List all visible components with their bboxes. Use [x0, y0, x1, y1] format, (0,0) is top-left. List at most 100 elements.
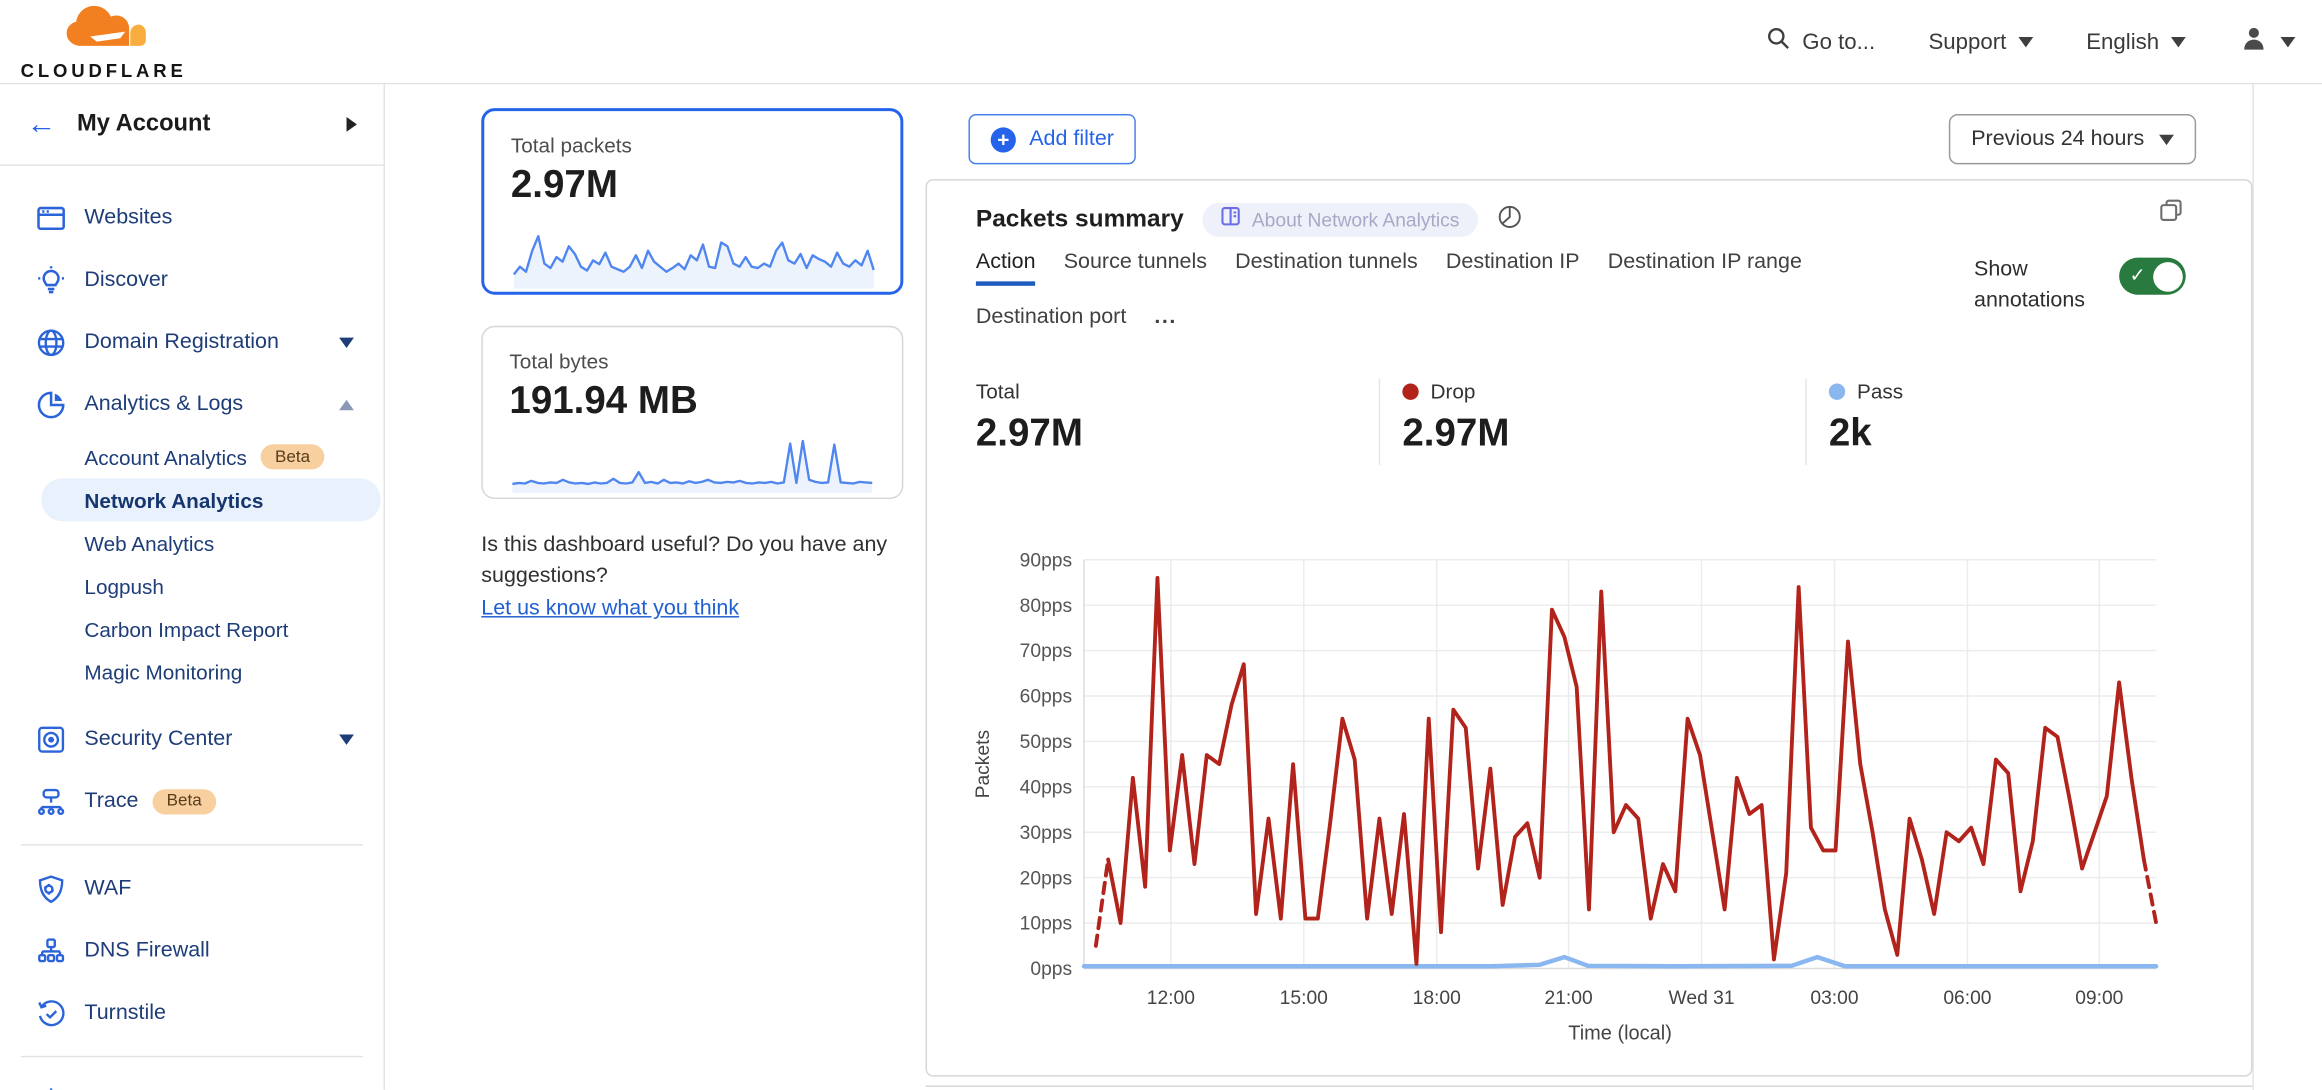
svg-text:09:00: 09:00	[2075, 988, 2123, 1009]
packets-summary-panel: Packets summary About Network Analytics	[925, 179, 2253, 1077]
support-label: Support	[1928, 28, 2007, 55]
feedback-link[interactable]: Let us know what you think	[481, 596, 740, 621]
sidebar-subitem-network-analytics[interactable]: Network Analytics	[0, 478, 384, 522]
svg-text:12:00: 12:00	[1147, 988, 1195, 1009]
check-icon: ✓	[2129, 263, 2146, 286]
chevron-up-icon	[339, 399, 354, 410]
sidebar-item-websites[interactable]: Websites	[0, 187, 384, 249]
tab-destination-tunnels[interactable]: Destination tunnels	[1235, 250, 1418, 274]
metric-value: 191.94 MB	[509, 377, 698, 423]
stat-drop: Drop 2.97M	[1402, 379, 1510, 455]
sidebar-item-label: Websites	[84, 205, 173, 230]
metric-label: Total packets	[510, 133, 632, 157]
total-packets-card[interactable]: Total packets 2.97M	[481, 108, 904, 295]
selected-pill	[41, 478, 381, 522]
support-menu[interactable]: Support	[1928, 28, 2033, 55]
language-menu[interactable]: English	[2086, 29, 2186, 54]
chevron-down-icon	[2170, 36, 2186, 47]
account-title: My Account	[77, 111, 211, 137]
toolbar: + Add filter Previous 24 hours	[926, 114, 2253, 165]
sidebar-item-label: Turnstile	[84, 1001, 166, 1025]
sidebar-item-label: WAF	[84, 876, 132, 901]
sidebar-item-turnstile[interactable]: Turnstile	[0, 982, 384, 1044]
metric-value: 2.97M	[510, 161, 618, 206]
sidebar-item-domain-registration[interactable]: Domain Registration	[0, 311, 384, 373]
divider	[1378, 379, 1381, 465]
panel-title: Packets summary	[975, 205, 1184, 233]
starburst-icon	[36, 1085, 67, 1090]
tab-action[interactable]: Action	[975, 250, 1037, 286]
annotations-toggle[interactable]: ✓	[2119, 257, 2186, 295]
svg-text:Time (local): Time (local)	[1568, 1023, 1672, 1045]
about-network-analytics-badge[interactable]: About Network Analytics	[1202, 202, 1478, 237]
divider	[20, 1055, 363, 1058]
sidebar-item-partial[interactable]	[0, 1069, 384, 1090]
metric-label: Total bytes	[509, 349, 609, 374]
sidebar-item-security-center[interactable]: Security Center	[0, 708, 384, 770]
go-to-search[interactable]: Go to...	[1767, 27, 1875, 57]
dns-tree-icon	[36, 935, 67, 966]
browser-window-icon	[36, 202, 67, 233]
feedback-block: Is this dashboard useful? Do you have an…	[481, 530, 910, 625]
tab-destination-ip[interactable]: Destination IP	[1445, 250, 1580, 274]
svg-text:0pps: 0pps	[1030, 959, 1072, 980]
time-range-dropdown[interactable]: Previous 24 hours	[1949, 114, 2197, 165]
svg-text:30pps: 30pps	[1020, 823, 1072, 844]
sidebar-item-label: Analytics & Logs	[84, 392, 244, 417]
tab-source-tunnels[interactable]: Source tunnels	[1063, 250, 1207, 274]
brand-name: CLOUDFLARE	[20, 60, 187, 82]
cloudflare-cloud-icon	[61, 1, 147, 59]
panel-header: Packets summary About Network Analytics	[975, 202, 1522, 237]
sidebar: ← My Account Websites	[0, 84, 386, 1090]
chevron-down-icon	[2159, 134, 2174, 145]
sidebar-item-analytics-logs[interactable]: Analytics & Logs	[0, 373, 384, 435]
total-bytes-card[interactable]: Total bytes 191.94 MB	[481, 325, 904, 500]
pie-preview-icon[interactable]	[1496, 204, 1521, 237]
user-icon	[2239, 24, 2269, 60]
chevron-right-icon[interactable]	[346, 116, 357, 132]
tab-destination-ip-range[interactable]: Destination IP range	[1607, 250, 1802, 274]
sidebar-subitem-magic-monitoring[interactable]: Magic Monitoring	[84, 659, 243, 684]
account-row: ← My Account	[0, 84, 384, 164]
svg-text:06:00: 06:00	[1943, 988, 1991, 1009]
stat-total: Total 2.97M	[975, 379, 1083, 455]
plus-circle-icon: +	[990, 126, 1016, 152]
svg-text:70pps: 70pps	[1020, 641, 1072, 662]
show-annotations-label: Show annotations	[1973, 257, 2086, 313]
duplicate-icon[interactable]	[2159, 198, 2183, 229]
pass-legend-dot	[1828, 382, 1846, 400]
svg-text:20pps: 20pps	[1020, 868, 1072, 889]
panel-tabs: Action Source tunnels Destination tunnel…	[975, 250, 1953, 340]
sidebar-item-discover[interactable]: Discover	[0, 249, 384, 311]
sidebar-item-waf[interactable]: WAF	[0, 857, 384, 919]
back-arrow-icon[interactable]: ←	[26, 107, 57, 140]
total-packets-sparkline	[512, 235, 875, 289]
sidebar-item-trace[interactable]: Trace Beta	[0, 770, 384, 832]
add-filter-button[interactable]: + Add filter	[968, 114, 1137, 165]
account-menu[interactable]	[2239, 24, 2296, 60]
svg-text:10pps: 10pps	[1020, 914, 1072, 935]
content-right-border	[2252, 84, 2254, 1090]
main-content: + Add filter Previous 24 hours Packets s…	[925, 84, 2322, 1090]
rotate-check-icon	[36, 997, 67, 1028]
trace-icon	[36, 786, 67, 817]
vault-icon	[36, 723, 67, 754]
divider	[20, 844, 363, 846]
sidebar-item-dns-firewall[interactable]: DNS Firewall	[0, 920, 384, 982]
sidebar-subitem-logpush[interactable]: Logpush	[84, 573, 164, 598]
search-icon	[1767, 27, 1791, 57]
cloudflare-logo[interactable]: CLOUDFLARE	[21, 1, 187, 81]
drop-legend-dot	[1402, 382, 1419, 400]
svg-text:Wed 31: Wed 31	[1669, 988, 1735, 1009]
tab-destination-port[interactable]: Destination port	[975, 305, 1127, 329]
sidebar-subitem-web-analytics[interactable]: Web Analytics	[84, 530, 215, 555]
stat-value: 2.97M	[1402, 410, 1510, 455]
sidebar-subitem-carbon-impact-report[interactable]: Carbon Impact Report	[84, 616, 289, 641]
svg-text:40pps: 40pps	[1020, 777, 1072, 798]
sidebar-subitem-account-analytics[interactable]: Account Analytics Beta	[0, 435, 384, 478]
pie-chart-icon	[36, 389, 67, 420]
more-tabs-button[interactable]: ...	[1154, 305, 1177, 329]
shield-gear-icon	[36, 873, 67, 904]
svg-text:50pps: 50pps	[1020, 732, 1072, 753]
